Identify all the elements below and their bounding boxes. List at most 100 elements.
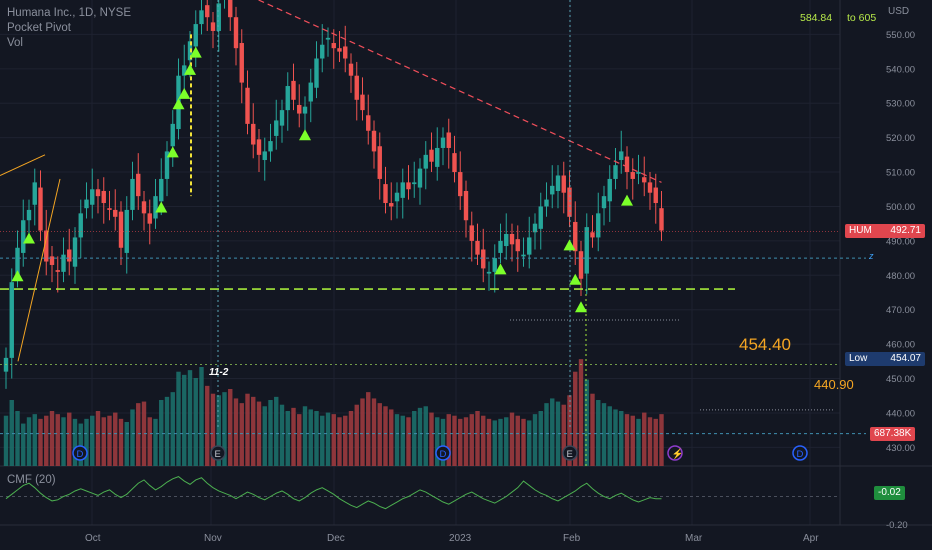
candle-body	[596, 213, 601, 238]
low-price-tag: 454.07 Low	[845, 352, 925, 366]
candle-body	[481, 249, 486, 269]
current-price-value: 492.71	[890, 225, 921, 236]
volume-bar	[130, 409, 135, 466]
cmf-title[interactable]: CMF (20)	[7, 474, 56, 486]
volume-bar	[314, 411, 319, 466]
volume-bar	[61, 417, 66, 466]
volume-bar	[9, 400, 14, 466]
candle-body	[15, 247, 20, 278]
candle-body	[371, 130, 377, 152]
volume-bar	[233, 398, 239, 466]
candle-body	[383, 184, 388, 204]
volume-bar	[90, 415, 95, 466]
candle-body	[630, 172, 635, 179]
orange-line-slant	[17, 178, 61, 362]
volume-bar	[113, 412, 118, 466]
volume-bar	[475, 411, 480, 466]
candle-body	[320, 44, 325, 59]
event-icon-label: D	[797, 449, 804, 460]
date-marker-label: 11-2	[209, 367, 229, 378]
candle-body	[118, 211, 124, 248]
candle-body	[389, 203, 394, 207]
candle-body	[164, 151, 170, 179]
volume-bar	[348, 411, 354, 466]
volume-bar	[469, 414, 474, 466]
event-icon-label: D	[77, 449, 84, 460]
volume-bar	[55, 414, 60, 466]
candle-body	[354, 75, 359, 100]
candle-body	[348, 63, 354, 76]
volume-bar	[170, 392, 175, 466]
candle-body	[452, 153, 457, 173]
volume-bar	[67, 412, 72, 466]
volume-bar	[619, 411, 624, 466]
candle-body	[233, 17, 239, 49]
volume-bar	[245, 393, 250, 466]
symbol-title[interactable]: Humana Inc., 1D, NYSE	[7, 7, 131, 19]
y-tick-label: 530.00	[886, 99, 915, 110]
volume-bar	[44, 415, 49, 466]
indicator-volume[interactable]: Vol	[7, 37, 23, 49]
candle-body	[463, 190, 469, 221]
volume-bar	[354, 404, 359, 466]
volume-bar	[492, 420, 497, 466]
indicator-pocket-pivot[interactable]: Pocket Pivot	[7, 22, 71, 34]
volume-bar	[584, 379, 589, 466]
candle-body	[337, 48, 342, 52]
candle-body	[509, 234, 515, 245]
volume-bar	[15, 411, 20, 466]
volume-bar	[199, 367, 204, 466]
candle-body	[578, 251, 584, 279]
volume-bar	[3, 415, 9, 466]
pocket-pivot-marker	[184, 63, 196, 75]
candle-body	[619, 151, 624, 161]
volume-bar	[320, 415, 325, 466]
volume-bar	[630, 415, 635, 466]
x-tick-label: 2023	[449, 533, 472, 544]
level-label-454: 454.40	[739, 335, 791, 354]
volume-bar	[118, 418, 124, 466]
candle-body	[469, 225, 474, 241]
volume-bar	[400, 415, 405, 466]
legend: Humana Inc., 1D, NYSE Pocket Pivot Vol	[7, 6, 131, 51]
candle-body	[95, 189, 101, 197]
volume-bar	[601, 403, 607, 466]
volume-bar	[544, 403, 549, 466]
candle-body	[653, 187, 658, 204]
volume-bar	[360, 398, 365, 466]
volume-bar	[504, 417, 509, 466]
volume-bar	[653, 418, 658, 466]
current-price-symbol: HUM	[849, 225, 872, 236]
candle-body	[412, 182, 417, 185]
pocket-pivot-marker	[189, 46, 202, 58]
pocket-pivot-marker	[155, 201, 168, 213]
candle-body	[458, 172, 463, 197]
candle-body	[325, 37, 331, 40]
volume-bar	[38, 418, 43, 466]
level-label-440: 440.90	[814, 377, 854, 392]
candle-body	[607, 178, 612, 202]
candle-body	[624, 156, 630, 173]
volume-bar	[578, 359, 584, 466]
volume-bar	[279, 404, 285, 466]
candle-body	[440, 137, 446, 148]
volume-bar	[107, 415, 112, 466]
candle-body	[550, 185, 555, 195]
orange-line-top	[0, 154, 46, 176]
volume-bar	[624, 414, 630, 466]
candle-body	[538, 206, 543, 229]
volume-bar	[423, 406, 428, 466]
volume-bar	[302, 406, 308, 466]
volume-bar	[642, 412, 647, 466]
volume-tag: 687.38K	[870, 427, 916, 441]
volume-bar	[251, 396, 256, 466]
pocket-pivot-marker	[621, 194, 633, 206]
volume-bar	[429, 412, 434, 466]
candle-body	[136, 173, 141, 197]
pocket-pivot-marker	[575, 301, 587, 313]
candle-body	[561, 175, 566, 193]
candle-body	[521, 254, 526, 257]
volume-bar	[164, 396, 170, 466]
